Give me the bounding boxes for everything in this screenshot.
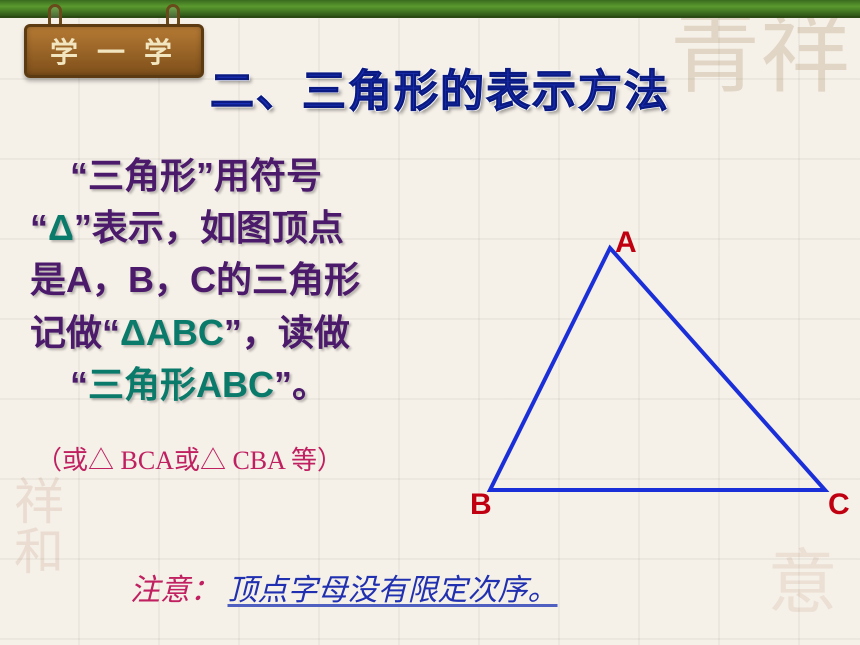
triangle-diagram: A B C [480, 230, 840, 520]
body-line: “ [30, 207, 48, 248]
triangle-name: 三角形ABC [88, 364, 274, 405]
triangle-svg [480, 230, 840, 520]
body-line: “ [70, 364, 88, 405]
body-line: “三角形”用符号 [70, 155, 322, 196]
body-line: ”表示，如图顶点 [74, 207, 344, 248]
watermark-seal: 祥和 [10, 475, 60, 575]
body-line: ， [92, 259, 128, 300]
body-line: 是 [30, 259, 66, 300]
footer-note: 注意： 顶点字母没有限定次序。 [130, 565, 558, 609]
wood-sign-label: 学 一 学 [50, 31, 178, 71]
triangle-symbol: ΔABC [120, 312, 224, 353]
body-line: ”。 [274, 364, 328, 405]
section-heading: 二、三角形的表示方法 [210, 55, 670, 119]
vertex-letter: A [66, 259, 92, 300]
body-line: 的三角形 [216, 259, 360, 300]
delta-symbol: Δ [48, 207, 74, 248]
triangle-shape [490, 248, 825, 490]
body-line: ”，读做 [224, 312, 350, 353]
vertex-label-c: C [828, 488, 850, 522]
alternative-notation: （或△ BCA或△ CBA 等） [36, 440, 343, 477]
wood-sign: 学 一 学 [24, 24, 204, 78]
watermark-seal: 青祥 [670, 10, 850, 100]
body-line: ， [154, 259, 190, 300]
vertex-label-b: B [470, 488, 492, 522]
vertex-letter: C [190, 259, 216, 300]
body-paragraph: “三角形”用符号 “Δ”表示，如图顶点 是A，B，C的三角形 记做“ΔABC”，… [30, 150, 480, 411]
watermark-seal: 意 [760, 545, 830, 615]
footer-label: 注意： [130, 574, 220, 607]
bamboo-rod [0, 0, 860, 18]
top-bar: 学 一 学 [0, 0, 860, 18]
footer-message: 顶点字母没有限定次序。 [228, 574, 558, 607]
vertex-letter: B [128, 259, 154, 300]
body-line: 记做“ [30, 312, 120, 353]
vertex-label-a: A [615, 226, 637, 260]
